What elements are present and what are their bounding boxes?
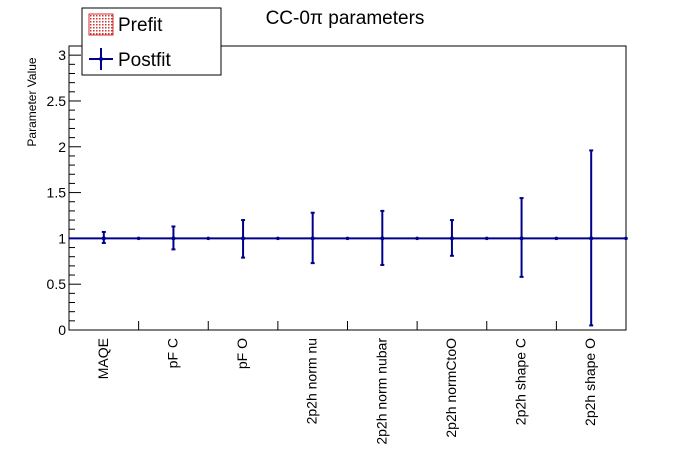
x-tick-label: 2p2h shape C (513, 338, 529, 425)
x-tick-label: pF C (164, 338, 180, 368)
postfit-edge-marker (276, 236, 280, 241)
legend-postfit-label: Postfit (118, 50, 172, 71)
x-tick-label: 2p2h shape O (582, 338, 598, 426)
legend-prefit-swatch (88, 13, 114, 36)
postfit-point (519, 236, 524, 241)
postfit-point (380, 236, 385, 241)
x-tick-label: 2p2h norm nu (304, 338, 320, 424)
x-axis-ticks (138, 321, 557, 330)
x-tick-label: pF O (234, 338, 250, 369)
legend-prefit-label: Prefit (118, 15, 163, 36)
postfit-point (101, 236, 106, 241)
postfit-point (449, 236, 454, 241)
postfit-edge-marker (345, 236, 350, 241)
y-tick-label: 2.5 (47, 93, 67, 109)
y-tick-label: 1 (58, 230, 66, 246)
legend-postfit-marker (99, 57, 103, 61)
postfit-series (69, 149, 628, 327)
legend: Prefit Postfit (81, 7, 222, 76)
y-tick-label: 0.5 (47, 276, 67, 292)
x-tick-label: MAQE (95, 338, 111, 379)
postfit-edge-marker (206, 236, 211, 241)
postfit-edge-marker (136, 236, 141, 241)
postfit-edge-marker (484, 236, 489, 241)
x-axis-tick-labels: MAQE pF C pF O 2p2h norm nu 2p2h norm nubar 2… (95, 338, 598, 445)
y-axis-ticks: 0 0.5 1 1.5 2 2.5 3 (47, 47, 81, 338)
postfit-point (310, 236, 315, 241)
y-axis-label: Parameter Value (25, 57, 39, 146)
postfit-point (241, 236, 246, 241)
y-tick-label: 2 (58, 139, 66, 155)
x-tick-label: 2p2h normCtoO (443, 338, 459, 438)
y-minor-ticks (69, 63, 75, 322)
y-tick-label: 3 (58, 47, 66, 63)
postfit-point (171, 236, 176, 241)
plot-frame (68, 45, 627, 331)
chart-title: CC-0π parameters (266, 8, 425, 29)
x-tick-label: 2p2h norm nubar (373, 338, 389, 445)
postfit-point (589, 236, 594, 241)
postfit-edge-marker (554, 236, 559, 241)
y-tick-label: 0 (58, 322, 66, 338)
postfit-edge-marker (415, 236, 419, 241)
postfit-edge-marker (624, 236, 628, 241)
y-tick-label: 1.5 (47, 185, 67, 201)
